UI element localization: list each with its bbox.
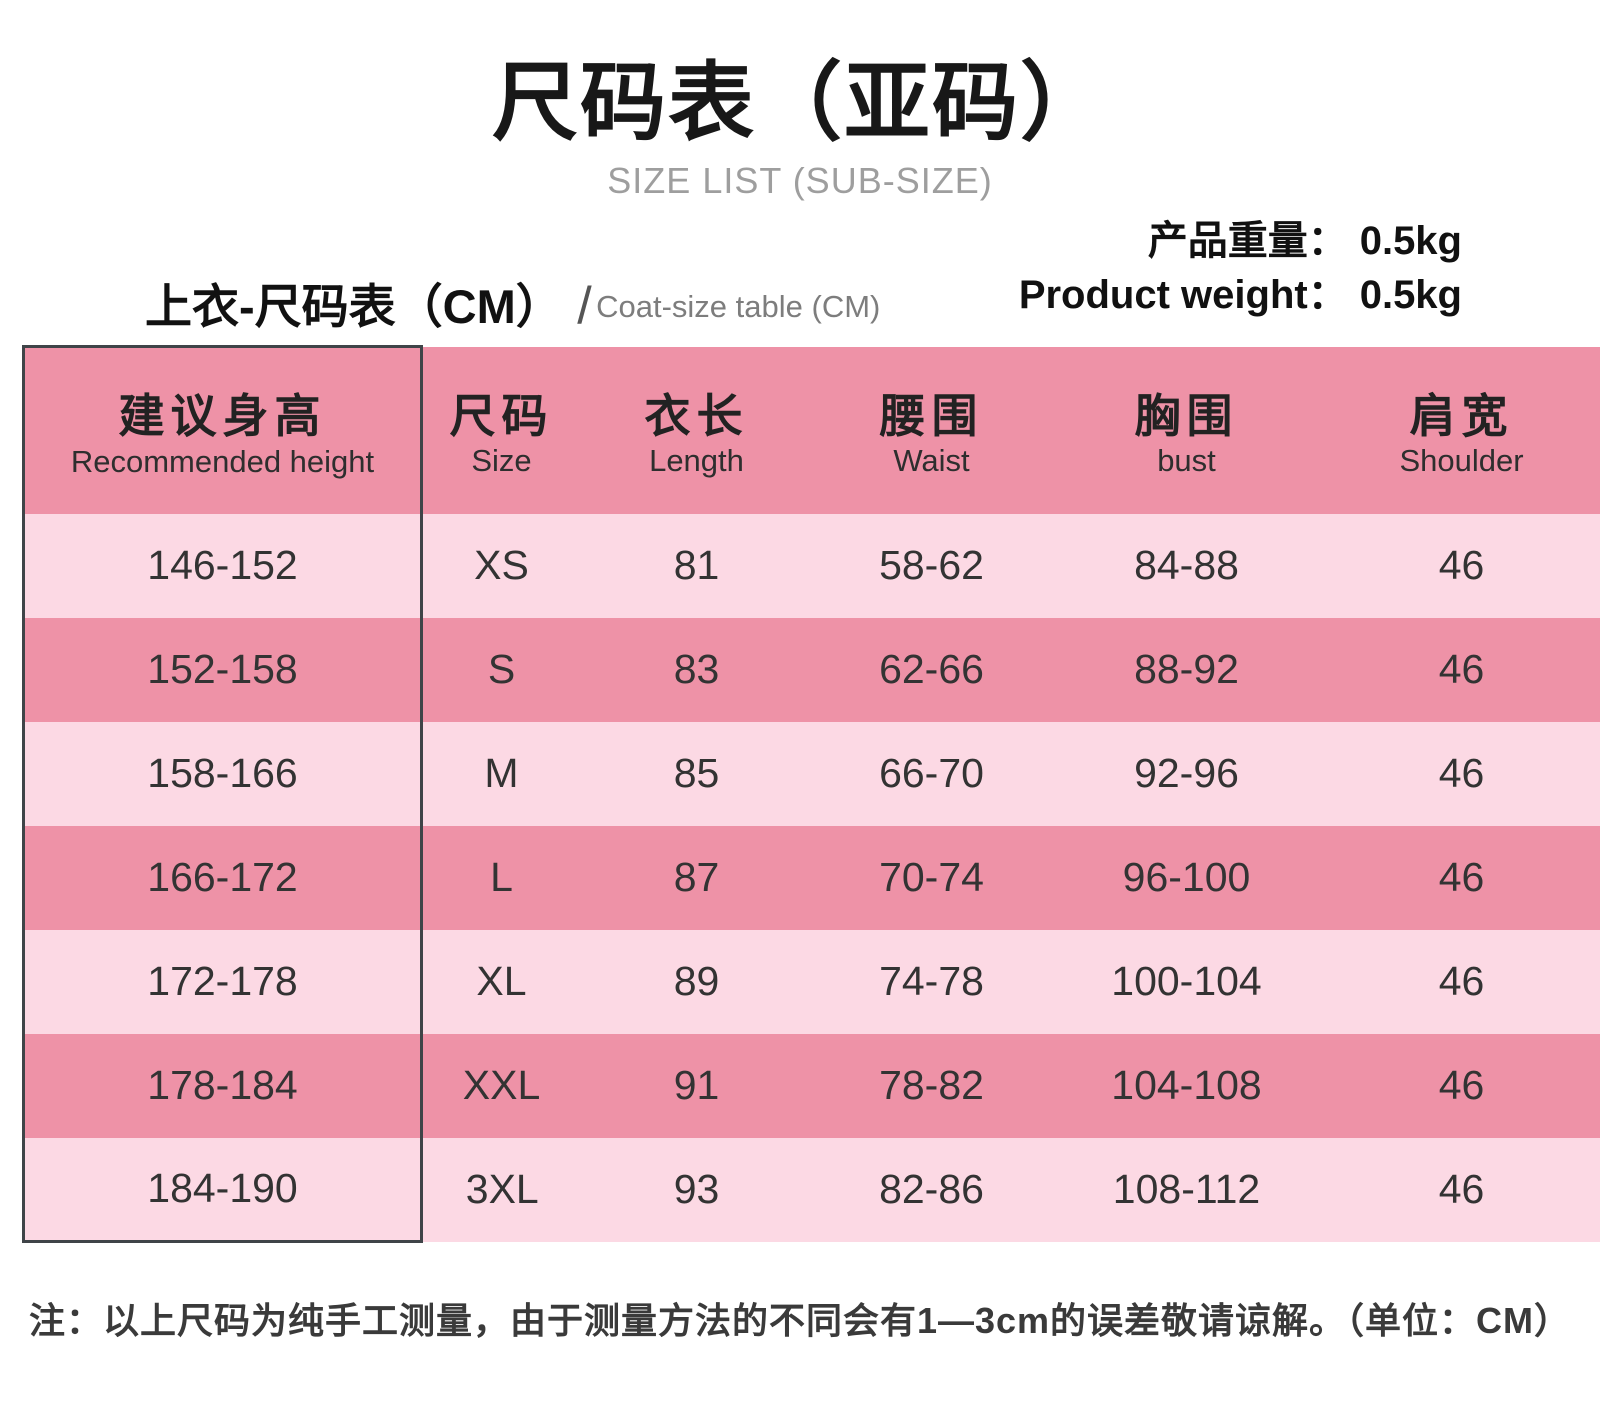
cell-size: M bbox=[421, 721, 582, 826]
cell-waist: 74-78 bbox=[811, 929, 1052, 1034]
col-header-waist-en: Waist bbox=[893, 443, 970, 479]
cell-height: 172-178 bbox=[22, 929, 423, 1034]
section-title-cn: 上衣-尺码表（CM） bbox=[145, 280, 563, 333]
cell-shoulder: 46 bbox=[1321, 1137, 1600, 1242]
table-row-l: 166-172 L 87 70-74 96-100 46 bbox=[22, 825, 1600, 930]
col-header-height-cn: 建议身高 bbox=[118, 390, 327, 443]
measurement-footnote: 注：以上尺码为纯手工测量，由于测量方法的不同会有1—3cm的误差敬请谅解。（单位… bbox=[28, 1300, 1572, 1341]
cell-bust: 104-108 bbox=[1051, 1033, 1322, 1138]
product-weight-value-cn: 0.5kg bbox=[1359, 219, 1462, 263]
cell-size: XXL bbox=[421, 1033, 582, 1138]
cell-waist: 66-70 bbox=[811, 721, 1052, 826]
cell-size: S bbox=[421, 617, 582, 722]
cell-length: 91 bbox=[581, 1033, 812, 1138]
cell-size: L bbox=[421, 825, 582, 930]
col-header-waist: 腰围 Waist bbox=[811, 346, 1052, 514]
cell-bust: 92-96 bbox=[1051, 721, 1322, 826]
col-header-height-en: Recommended height bbox=[70, 444, 375, 480]
product-weight-label-cn: 产品重量： bbox=[1147, 219, 1348, 263]
cell-size: 3XL bbox=[421, 1137, 582, 1242]
product-weight-en: Product weight： 0.5kg bbox=[1019, 268, 1462, 322]
col-header-size: 尺码 Size bbox=[421, 346, 582, 514]
section-title-en: Coat-size table (CM) bbox=[596, 289, 881, 324]
col-header-length-en: Length bbox=[649, 443, 744, 479]
size-table: 建议身高 Recommended height 尺码 Size 衣长 Lengt… bbox=[22, 345, 1600, 1243]
cell-shoulder: 46 bbox=[1321, 1033, 1600, 1138]
cell-shoulder: 46 bbox=[1321, 513, 1600, 618]
cell-length: 81 bbox=[581, 513, 812, 618]
col-header-length-cn: 衣长 bbox=[644, 389, 749, 442]
cell-size: XL bbox=[421, 929, 582, 1034]
cell-height: 152-158 bbox=[22, 617, 423, 722]
page-subtitle: SIZE LIST (SUB-SIZE) bbox=[607, 160, 993, 201]
cell-shoulder: 46 bbox=[1321, 825, 1600, 930]
cell-waist: 62-66 bbox=[811, 617, 1052, 722]
cell-length: 87 bbox=[581, 825, 812, 930]
size-table-body: 146-152 XS 81 58-62 84-88 46 152-158 S 8… bbox=[22, 513, 1600, 1243]
cell-waist: 78-82 bbox=[811, 1033, 1052, 1138]
cell-bust: 84-88 bbox=[1051, 513, 1322, 618]
cell-size: XS bbox=[421, 513, 582, 618]
size-table-header: 建议身高 Recommended height 尺码 Size 衣长 Lengt… bbox=[22, 345, 1600, 514]
cell-length: 83 bbox=[581, 617, 812, 722]
col-header-shoulder: 肩宽 Shoulder bbox=[1321, 346, 1600, 514]
product-weight-block: 产品重量： 0.5kg Product weight： 0.5kg bbox=[1019, 214, 1462, 322]
cell-bust: 88-92 bbox=[1051, 617, 1322, 722]
col-header-length: 衣长 Length bbox=[581, 346, 812, 514]
col-header-bust-en: bust bbox=[1157, 443, 1216, 479]
product-weight-cn: 产品重量： 0.5kg bbox=[1019, 214, 1462, 268]
cell-height: 166-172 bbox=[22, 825, 423, 930]
table-row-xxl: 178-184 XXL 91 78-82 104-108 46 bbox=[22, 1033, 1600, 1138]
cell-bust: 100-104 bbox=[1051, 929, 1322, 1034]
col-header-size-en: Size bbox=[471, 443, 532, 479]
col-header-bust-cn: 胸围 bbox=[1134, 389, 1239, 442]
cell-height: 158-166 bbox=[22, 721, 423, 826]
cell-waist: 82-86 bbox=[811, 1137, 1052, 1242]
cell-height: 146-152 bbox=[22, 513, 423, 618]
header-row: 建议身高 Recommended height 尺码 Size 衣长 Lengt… bbox=[22, 345, 1600, 514]
cell-shoulder: 46 bbox=[1321, 721, 1600, 826]
table-row-m: 158-166 M 85 66-70 92-96 46 bbox=[22, 721, 1600, 826]
cell-bust: 96-100 bbox=[1051, 825, 1322, 930]
col-header-shoulder-cn: 肩宽 bbox=[1409, 389, 1514, 442]
table-row-xl: 172-178 XL 89 74-78 100-104 46 bbox=[22, 929, 1600, 1034]
product-weight-value-en: 0.5kg bbox=[1359, 273, 1462, 317]
cell-waist: 70-74 bbox=[811, 825, 1052, 930]
col-header-shoulder-en: Shoulder bbox=[1399, 443, 1524, 479]
cell-length: 89 bbox=[581, 929, 812, 1034]
cell-height: 184-190 bbox=[22, 1137, 423, 1243]
product-weight-label-en: Product weight： bbox=[1018, 273, 1348, 317]
cell-bust: 108-112 bbox=[1051, 1137, 1322, 1242]
section-divider: / bbox=[577, 277, 592, 335]
col-header-waist-cn: 腰围 bbox=[879, 389, 984, 442]
cell-height: 178-184 bbox=[22, 1033, 423, 1138]
cell-shoulder: 46 bbox=[1321, 929, 1600, 1034]
table-row-3xl: 184-190 3XL 93 82-86 108-112 46 bbox=[22, 1137, 1600, 1243]
cell-shoulder: 46 bbox=[1321, 617, 1600, 722]
col-header-bust: 胸围 bust bbox=[1051, 346, 1322, 514]
col-header-height: 建议身高 Recommended height bbox=[22, 345, 423, 514]
cell-length: 85 bbox=[581, 721, 812, 826]
section-heading: 上衣-尺码表（CM） / Coat-size table (CM) bbox=[145, 268, 880, 337]
table-row-s: 152-158 S 83 62-66 88-92 46 bbox=[22, 617, 1600, 722]
page-title: 尺码表（亚码） bbox=[492, 55, 1108, 151]
cell-length: 93 bbox=[581, 1137, 812, 1242]
table-row-xs: 146-152 XS 81 58-62 84-88 46 bbox=[22, 513, 1600, 618]
col-header-size-cn: 尺码 bbox=[449, 389, 554, 442]
cell-waist: 58-62 bbox=[811, 513, 1052, 618]
